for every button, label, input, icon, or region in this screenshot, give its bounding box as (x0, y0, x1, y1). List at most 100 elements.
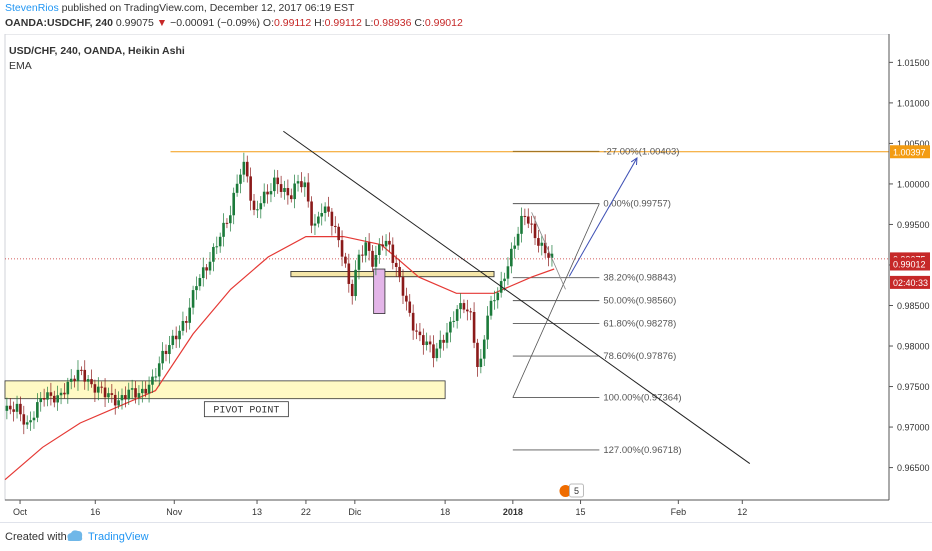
arrow-head (630, 156, 638, 166)
candle-body (56, 395, 59, 403)
price-marker-label: 02:40:33 (893, 278, 928, 288)
candle-body (39, 398, 43, 403)
candle-body (86, 379, 90, 382)
candle-body (120, 395, 124, 401)
candle-body (320, 213, 324, 217)
time-tick-label: Dic (348, 507, 361, 517)
candle-body (354, 269, 357, 297)
plot-area (4, 34, 890, 501)
time-tick-label: 18 (440, 507, 450, 517)
candle-body (459, 303, 462, 310)
legend-ema[interactable]: EMA (9, 60, 32, 72)
candle-body (547, 253, 550, 258)
price-tick-label: 0.98000 (897, 342, 930, 352)
time-tick-label: 15 (576, 507, 586, 517)
candle-body (449, 321, 452, 333)
price-chart[interactable]: PIVOT POINT -27.00%(1.00403) 0.00%(0.9975… (0, 34, 932, 522)
candle-body (550, 253, 554, 258)
candle-body (90, 379, 93, 385)
close-label: C: (414, 17, 425, 29)
candle-body (540, 242, 544, 246)
candle-body (513, 245, 517, 249)
price-marker (890, 145, 930, 159)
candle-body (469, 311, 472, 313)
candle-body (472, 312, 476, 343)
candle-body (174, 335, 178, 340)
candle-body (327, 206, 330, 212)
fib-level-label: 50.00%(0.98560) (603, 296, 676, 307)
candle-body (168, 345, 171, 355)
high-value: 0.99112 (324, 17, 362, 29)
candle-body (313, 223, 317, 226)
candle-body (317, 216, 320, 224)
tradingview-link[interactable]: TradingView (88, 531, 149, 543)
tradingview-logo-icon[interactable] (66, 529, 84, 543)
price-marker-label: 1.00397 (893, 147, 926, 157)
candle-body (205, 267, 208, 271)
projection-arrow (568, 157, 638, 277)
candle-body (52, 395, 56, 403)
candle-body (340, 240, 344, 257)
candle-body (63, 392, 66, 395)
candle-body (103, 387, 107, 398)
legend: USD/CHF, 240, OANDA, Heikin Ashi EMA (9, 45, 185, 72)
candle-body (537, 238, 540, 246)
candle-body (269, 191, 273, 195)
time-tick-label: 13 (252, 507, 262, 517)
candle-body (134, 388, 137, 398)
price-marker (890, 275, 930, 289)
candle-body (215, 246, 219, 248)
price-marker-label: 0.99012 (893, 260, 926, 270)
time-tick-label: Feb (671, 507, 687, 517)
candle-body (401, 277, 405, 296)
candle-body (476, 342, 479, 367)
candle-body (242, 161, 246, 175)
candles-layer (5, 152, 554, 435)
candle-body (239, 174, 242, 184)
candle-body (110, 393, 114, 395)
candle-body (445, 332, 449, 343)
close-value: 0.99012 (424, 17, 463, 29)
candle-body (357, 254, 361, 270)
candle-body (36, 402, 39, 418)
fib-level-label: 61.80%(0.98278) (603, 318, 676, 329)
candle-body (154, 376, 158, 378)
candle-body (516, 233, 520, 246)
candle-body (510, 248, 513, 267)
price-tick-label: 1.01000 (897, 98, 930, 108)
low-value: 0.98936 (373, 17, 412, 29)
candle-body (195, 286, 198, 291)
change: −0.00091 (−0.09%) (170, 17, 260, 29)
candle-body (289, 195, 293, 200)
candle-body (344, 256, 347, 264)
price-axis[interactable]: 1.01500 1.01000 1.00500 1.00000 0.99500 0.990… (888, 34, 930, 500)
high-label: H: (314, 17, 325, 29)
author-link[interactable]: StevenRios (5, 2, 59, 14)
time-tick-label: 16 (90, 507, 100, 517)
candle-body (381, 244, 384, 247)
candle-body (526, 216, 530, 224)
candle-body (323, 206, 327, 214)
candle-body (8, 405, 12, 410)
price-marker (890, 257, 930, 271)
candle-body (520, 215, 523, 234)
time-tick-label: Oct (13, 507, 28, 517)
candle-body (273, 177, 276, 192)
price-tick-label: 0.97500 (897, 382, 930, 392)
fibonacci-layer: -27.00%(1.00403) 0.00%(0.99757) 38.20%(0.9… (512, 146, 682, 456)
time-tick-label: 22 (301, 507, 311, 517)
down-arrow-icon: ▼ (156, 17, 168, 29)
candle-body (455, 309, 459, 321)
open-label: O: (262, 17, 274, 29)
candle-body (364, 242, 368, 256)
candle-body (432, 344, 435, 359)
candle-body (225, 222, 229, 224)
candle-body (198, 278, 202, 287)
candle-body (100, 386, 103, 388)
candle-body (303, 182, 307, 188)
fib-level-label: 78.60%(0.97876) (603, 351, 676, 362)
candle-body (178, 330, 181, 340)
candle-body (418, 331, 422, 336)
time-axis[interactable]: Oct 16 Nov 13 22 Dic 18 2018 15 Feb 12 (5, 499, 889, 517)
low-label: L: (364, 17, 374, 29)
